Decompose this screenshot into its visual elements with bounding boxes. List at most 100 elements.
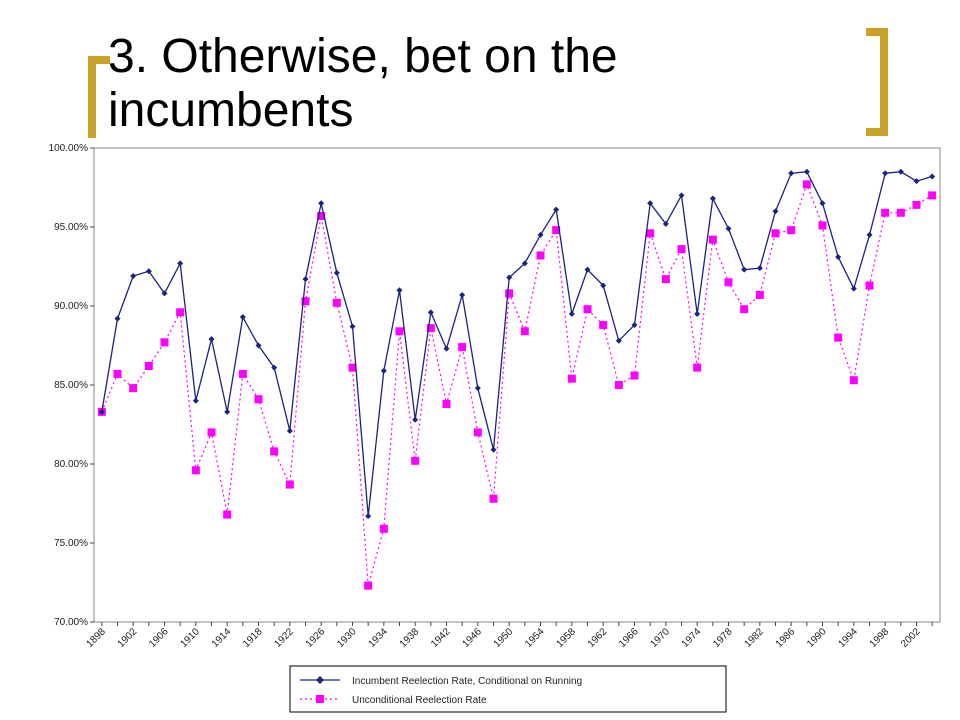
point-conditional xyxy=(271,364,278,371)
point-conditional xyxy=(725,225,732,232)
series-line-unconditional xyxy=(101,182,933,586)
point-unconditional xyxy=(505,289,514,298)
left-bracket-decoration xyxy=(88,56,110,138)
point-unconditional xyxy=(473,428,482,437)
point-unconditional xyxy=(301,297,310,306)
point-unconditional xyxy=(896,208,905,217)
point-unconditional xyxy=(787,226,796,235)
point-conditional xyxy=(788,170,795,177)
point-unconditional xyxy=(693,363,702,372)
point-conditional xyxy=(286,427,293,434)
point-conditional xyxy=(584,266,591,273)
point-conditional xyxy=(631,321,638,328)
y-tick-label: 85.00% xyxy=(54,380,88,391)
point-unconditional xyxy=(113,369,122,378)
point-unconditional xyxy=(129,384,138,393)
point-conditional xyxy=(678,192,685,199)
point-unconditional xyxy=(270,447,279,456)
point-unconditional xyxy=(661,275,670,284)
y-tick-label: 90.00% xyxy=(54,301,88,312)
point-unconditional xyxy=(849,376,858,385)
x-tick-label: 1974 xyxy=(680,626,704,650)
point-unconditional xyxy=(317,211,326,220)
point-unconditional xyxy=(348,363,357,372)
point-unconditional xyxy=(364,581,373,590)
point-unconditional xyxy=(928,191,937,200)
x-tick-label: 1970 xyxy=(648,626,672,650)
x-tick-label: 1942 xyxy=(429,626,453,650)
point-conditional xyxy=(803,168,810,175)
point-conditional xyxy=(882,170,889,177)
x-tick-label: 1914 xyxy=(210,626,234,650)
point-unconditional xyxy=(285,480,294,489)
point-conditional xyxy=(114,315,121,322)
x-tick-label: 1950 xyxy=(492,626,516,650)
point-unconditional xyxy=(191,466,200,475)
y-tick-label: 95.00% xyxy=(54,222,88,233)
y-tick-label: 75.00% xyxy=(54,538,88,549)
y-tick-label: 70.00% xyxy=(54,617,88,628)
point-conditional xyxy=(224,408,231,415)
point-conditional xyxy=(427,309,434,316)
x-tick-label: 1926 xyxy=(304,626,328,650)
point-conditional xyxy=(145,268,152,275)
point-unconditional xyxy=(834,333,843,342)
point-conditional xyxy=(835,254,842,261)
x-tick-label: 1998 xyxy=(868,626,892,650)
point-unconditional xyxy=(254,395,263,404)
legend: Incumbent Reelection Rate, Conditional o… xyxy=(289,665,727,713)
x-axis: 1898 1902 1906 1910 1914 1918 1922 1926 1930 1934… xyxy=(84,622,933,650)
point-unconditional xyxy=(207,428,216,437)
point-unconditional xyxy=(536,251,545,260)
point-conditional xyxy=(709,195,716,202)
point-conditional xyxy=(208,336,215,343)
point-conditional xyxy=(412,416,419,423)
x-tick-label: 1954 xyxy=(523,626,547,650)
point-unconditional xyxy=(630,371,639,380)
point-unconditional xyxy=(160,338,169,347)
point-unconditional xyxy=(583,305,592,314)
point-conditional xyxy=(192,397,199,404)
point-conditional xyxy=(897,168,904,175)
point-conditional xyxy=(443,345,450,352)
legend-marker-unconditional xyxy=(316,695,324,703)
point-conditional xyxy=(396,287,403,294)
point-unconditional xyxy=(599,320,608,329)
point-conditional xyxy=(302,276,309,283)
point-unconditional xyxy=(567,374,576,383)
point-conditional xyxy=(647,200,654,207)
point-unconditional xyxy=(614,381,623,389)
point-unconditional xyxy=(411,456,420,465)
x-tick-label: 1962 xyxy=(586,626,610,650)
point-conditional xyxy=(490,446,497,453)
point-unconditional xyxy=(802,180,811,189)
point-conditional xyxy=(819,200,826,207)
legend-marker-conditional xyxy=(316,676,324,684)
point-conditional xyxy=(772,208,779,215)
point-conditional xyxy=(506,274,513,281)
point-unconditional xyxy=(238,369,247,378)
point-conditional xyxy=(568,310,575,317)
point-unconditional xyxy=(771,229,780,238)
point-unconditional xyxy=(818,221,827,230)
point-unconditional xyxy=(552,226,561,235)
x-tick-label: 1946 xyxy=(460,626,484,650)
point-conditional xyxy=(929,173,936,180)
point-unconditional xyxy=(489,494,498,503)
point-unconditional xyxy=(865,281,874,290)
legend-label-unconditional: Unconditional Reelection Rate xyxy=(352,695,487,706)
point-unconditional xyxy=(912,200,921,209)
x-tick-label: 1906 xyxy=(147,626,171,650)
point-unconditional xyxy=(708,235,717,244)
point-conditional xyxy=(333,269,340,276)
point-conditional xyxy=(98,408,105,415)
point-unconditional xyxy=(442,399,451,408)
point-conditional xyxy=(741,266,748,273)
point-unconditional xyxy=(755,290,764,299)
point-conditional xyxy=(553,206,560,213)
point-conditional xyxy=(459,291,466,298)
point-unconditional xyxy=(332,298,341,307)
point-conditional xyxy=(474,385,481,392)
point-unconditional xyxy=(144,362,153,371)
point-unconditional xyxy=(724,278,733,287)
